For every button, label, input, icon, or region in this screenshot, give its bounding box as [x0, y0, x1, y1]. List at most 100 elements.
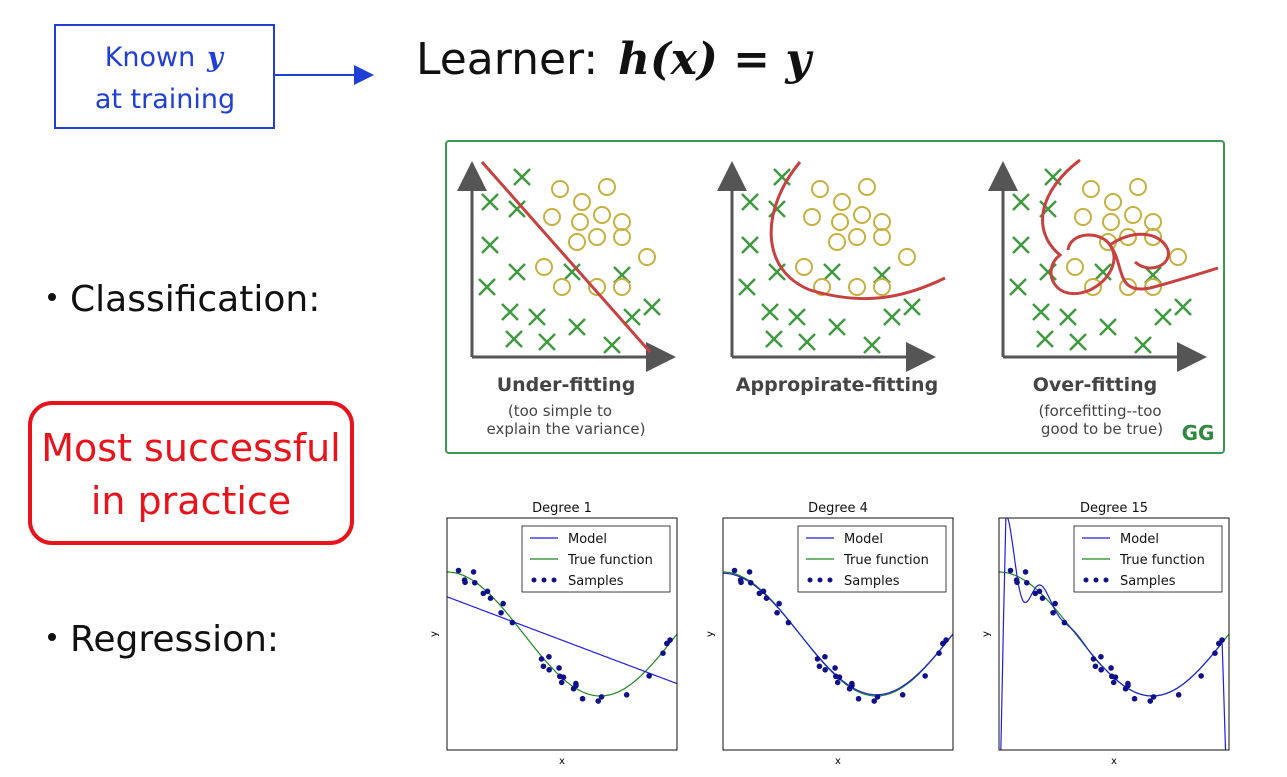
o-marker	[898, 248, 916, 266]
x-label: x	[835, 756, 841, 767]
sample	[731, 567, 738, 574]
o-marker	[1074, 208, 1092, 226]
o-marker	[848, 278, 866, 296]
legend-label: Samples	[1120, 574, 1176, 589]
x-marker	[903, 298, 921, 316]
sample	[573, 682, 579, 689]
o-marker	[613, 213, 631, 231]
panel-title: Over-fitting	[1033, 374, 1158, 396]
x-marker	[1094, 263, 1112, 281]
bullet-text: Classification:	[70, 279, 320, 320]
sample	[623, 692, 630, 698]
o-marker	[593, 206, 611, 224]
sample	[832, 665, 838, 671]
sample	[1014, 579, 1020, 586]
x-label: x	[559, 756, 565, 767]
panel-title: Appropirate-fitting	[736, 374, 938, 396]
plot-frame	[998, 517, 1230, 751]
plot-frame	[446, 517, 678, 751]
x-label: x	[1111, 756, 1117, 767]
o-marker	[831, 213, 849, 231]
x-marker	[788, 308, 806, 326]
o-marker	[1119, 228, 1137, 246]
callout-box	[28, 401, 354, 545]
sample	[471, 579, 478, 586]
o-marker	[813, 278, 831, 296]
x-marker	[528, 308, 546, 326]
plot-title: Degree 4	[808, 501, 868, 516]
sample	[746, 569, 753, 575]
sample	[1061, 619, 1068, 626]
x-marker	[863, 336, 881, 354]
x-marker	[508, 263, 526, 281]
y-label: y	[705, 631, 716, 637]
sample	[855, 695, 862, 702]
sample	[484, 588, 491, 595]
o-marker	[543, 208, 561, 226]
sample	[1108, 665, 1114, 671]
sample	[1131, 695, 1138, 702]
x-marker	[501, 303, 519, 321]
sample	[1052, 600, 1058, 607]
o-marker	[1129, 178, 1147, 196]
legend-dot	[1103, 577, 1109, 583]
callout-text: Most successful	[41, 426, 340, 470]
x-marker	[478, 278, 496, 296]
panel-caption: good to be true)	[1041, 420, 1163, 438]
x-marker	[1134, 336, 1152, 354]
sample	[1098, 653, 1104, 660]
sample	[1219, 637, 1225, 643]
sample	[1039, 595, 1046, 601]
o-marker	[795, 258, 813, 276]
sample	[595, 698, 602, 704]
sample	[936, 650, 942, 656]
sample	[738, 579, 744, 586]
legend-dot	[531, 577, 537, 583]
decision-boundary	[769, 161, 946, 301]
panel-title: Under-fitting	[497, 374, 636, 396]
learner-label: Learner:	[416, 34, 598, 85]
sample	[1007, 567, 1014, 574]
o-marker	[803, 208, 821, 226]
sample	[776, 600, 782, 607]
sample	[462, 579, 468, 586]
o-marker	[568, 233, 586, 251]
x-marker	[1059, 308, 1077, 326]
sample	[480, 590, 487, 597]
sample	[834, 679, 841, 686]
sample	[646, 673, 652, 679]
x-marker	[1009, 278, 1027, 296]
y-label: y	[981, 631, 992, 637]
sample	[774, 609, 780, 616]
x-marker	[505, 330, 523, 348]
x-marker	[823, 263, 841, 281]
o-marker	[1082, 180, 1100, 198]
legend-label: True function	[567, 553, 653, 568]
legend-label: True function	[843, 553, 929, 568]
legend-label: Model	[568, 532, 607, 547]
sample	[1036, 588, 1043, 595]
panel-caption: explain the variance)	[487, 420, 646, 438]
decision-boundary	[1041, 158, 1219, 296]
legend-label: Samples	[844, 574, 900, 589]
x-marker	[798, 333, 816, 351]
legend-label: Model	[1120, 532, 1159, 547]
x-marker	[1012, 193, 1030, 211]
panel-caption: (forcefitting--too	[1038, 402, 1161, 420]
x-marker	[1044, 168, 1062, 186]
sample	[874, 694, 881, 700]
logo: GG	[1182, 421, 1215, 445]
annotation-line1: Known	[105, 42, 196, 73]
x-marker	[481, 236, 499, 254]
o-marker	[1144, 213, 1162, 231]
plot-area	[447, 567, 677, 704]
sample	[1110, 679, 1117, 686]
o-marker	[858, 178, 876, 196]
x-marker	[1174, 298, 1192, 316]
learner-formula: h(x) = y	[618, 34, 814, 85]
x-marker	[738, 278, 756, 296]
plot-title: Degree 1	[532, 501, 592, 516]
plot-area	[999, 518, 1229, 750]
x-marker	[643, 298, 661, 316]
legend-dot	[551, 577, 557, 583]
